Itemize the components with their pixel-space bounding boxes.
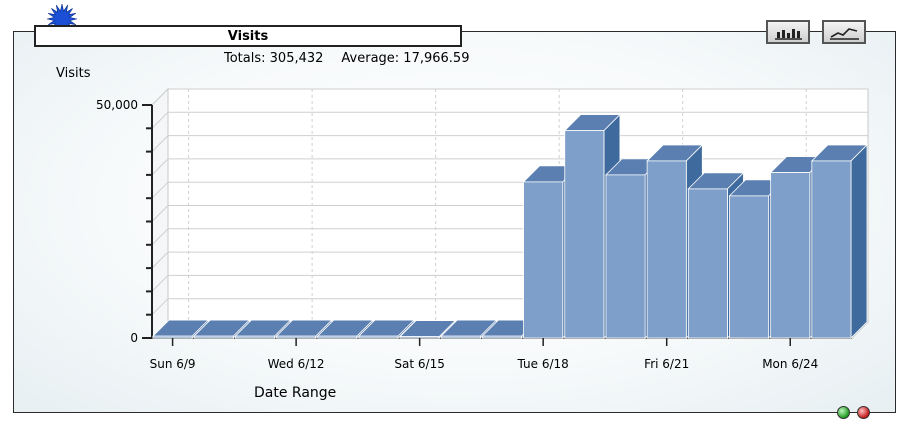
bar (729, 195, 770, 339)
bar (234, 335, 275, 339)
totals-value: Totals: 305,432 (224, 51, 324, 66)
x-axis-label: Date Range (254, 385, 337, 401)
bar (399, 336, 440, 339)
bar (687, 188, 728, 339)
red-light-icon (857, 406, 870, 419)
line-chart-icon (830, 28, 859, 40)
summary-line: Totals: 305,432 Average: 17,966.59 (224, 51, 487, 66)
bar (440, 335, 481, 339)
bar (482, 335, 522, 339)
green-light-icon (837, 406, 850, 419)
bar (152, 335, 193, 339)
average-value: Average: 17,966.59 (341, 51, 470, 66)
x-tick-label: Fri 6/21 (644, 357, 689, 371)
bar (770, 172, 811, 339)
x-tick-label: Tue 6/18 (517, 357, 569, 371)
gridline-h (151, 135, 868, 152)
gridline-h (151, 111, 868, 129)
bar (523, 181, 564, 339)
bar-chart-icon (775, 29, 802, 40)
bar-view-button[interactable] (766, 20, 810, 44)
x-tick-label: Sun 6/9 (150, 357, 196, 371)
chart-title: Visits (34, 25, 462, 47)
bar (564, 130, 605, 339)
bar-side (850, 143, 868, 339)
bar (605, 174, 646, 339)
x-tick-label: Sat 6/15 (394, 357, 444, 371)
y-axis-label: Visits (56, 66, 91, 81)
bar (358, 335, 399, 339)
y-tick-label: 50,000 (96, 98, 138, 112)
bar (276, 335, 317, 339)
bar (811, 160, 852, 339)
line-view-button[interactable] (822, 20, 866, 44)
gridline-h (151, 88, 868, 106)
bar (646, 160, 687, 339)
y-tick-label: 0 (130, 331, 138, 345)
x-tick-label: Mon 6/24 (762, 357, 818, 371)
x-tick-label: Wed 6/12 (268, 357, 325, 371)
bar (317, 335, 358, 339)
bar (193, 335, 234, 339)
